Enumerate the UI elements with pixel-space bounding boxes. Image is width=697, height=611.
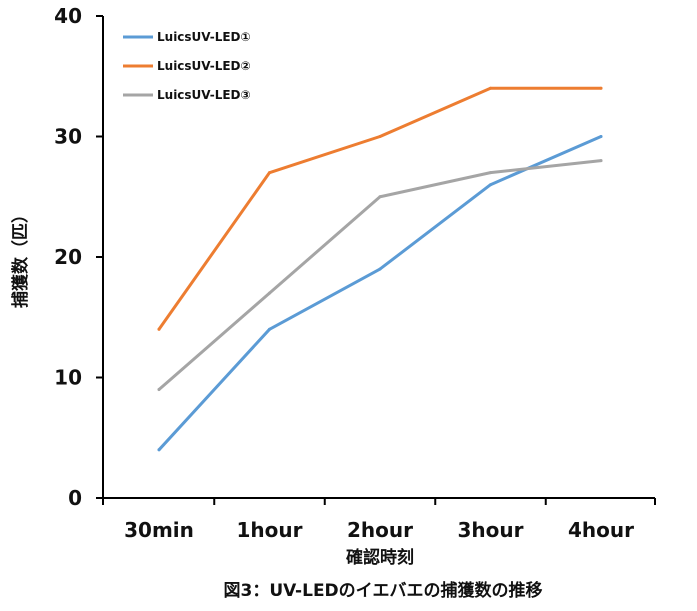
data-point-series-3 — [157, 388, 161, 392]
data-point-series-2 — [378, 135, 382, 138]
data-point-series-1 — [489, 183, 492, 187]
data-point-series-1 — [268, 327, 271, 331]
series-line-3 — [157, 159, 603, 392]
data-point-series-3 — [489, 171, 492, 175]
legend-label-2: LuicsUV-LED② — [157, 59, 251, 73]
figure-caption: 図3：UV-LEDのイエバエの捕獲数の推移 — [224, 580, 543, 601]
data-point-series-3 — [599, 159, 603, 163]
x-tick-label-4hour: 4hour — [568, 518, 634, 542]
data-point-series-3 — [378, 195, 382, 199]
legend: LuicsUV-LED① LuicsUV-LED② LuicsUV-LED③ — [123, 30, 251, 102]
data-point-series-2 — [157, 327, 161, 331]
data-point-series-2 — [489, 86, 492, 90]
legend-label-1: LuicsUV-LED① — [157, 30, 251, 44]
y-tick-label: 20 — [54, 245, 82, 269]
data-point-series-2 — [599, 86, 603, 90]
x-tick-label-1hour: 1hour — [237, 518, 303, 542]
data-point-series-1 — [157, 448, 161, 452]
data-point-series-3 — [268, 291, 271, 295]
y-ticks: 0 10 20 30 40 — [54, 4, 103, 510]
series-line-2 — [157, 86, 603, 331]
data-point-series-1 — [599, 135, 603, 138]
data-point-series-1 — [378, 267, 382, 271]
x-tick-label-30min: 30min — [124, 518, 194, 542]
y-tick-label: 30 — [54, 125, 82, 149]
legend-label-3: LuicsUV-LED③ — [157, 88, 251, 102]
x-tick-label-2hour: 2hour — [347, 518, 413, 542]
series-line-1 — [157, 135, 603, 452]
x-tick-label-3hour: 3hour — [458, 518, 524, 542]
data-point-series-2 — [268, 171, 271, 175]
x-axis-title: 確認時刻 — [346, 547, 414, 568]
x-ticks: 30min 1hour 2hour 3hour 4hour — [102, 498, 656, 542]
y-tick-label: 0 — [68, 486, 82, 510]
y-tick-label: 40 — [54, 4, 82, 28]
y-tick-label: 10 — [54, 366, 82, 390]
y-axis-title: 捕獲数（匹） — [10, 206, 31, 308]
plot-lines — [157, 86, 603, 452]
